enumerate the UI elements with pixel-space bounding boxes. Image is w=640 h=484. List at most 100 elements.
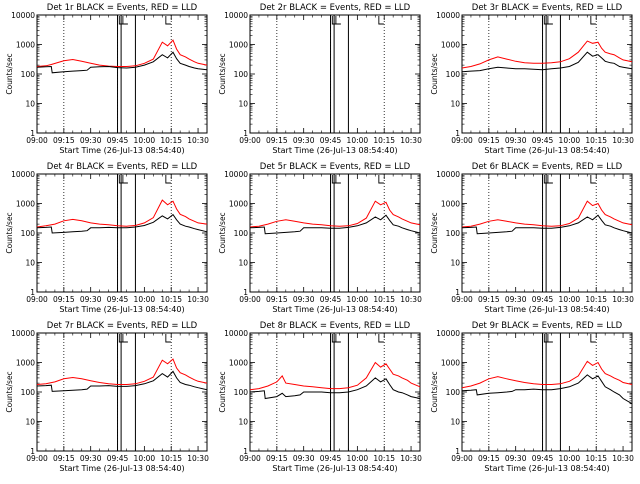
x-axis-label: Start Time (26-Jul-13 08:54:40) — [272, 146, 397, 155]
y-tick-label: 1000 — [16, 41, 35, 50]
x-tick-label: 09:15 — [53, 136, 75, 145]
y-axis-label: Counts/sec — [5, 371, 14, 412]
plot-title: Det 6r BLACK = Events, RED = LLD — [472, 162, 623, 172]
x-tick-label: 10:00 — [559, 295, 581, 304]
y-axis-label: Counts/sec — [430, 53, 439, 94]
y-tick-label: 1 — [30, 447, 35, 456]
x-tick-label: 09:00 — [451, 136, 473, 145]
lld-series-line — [36, 199, 208, 228]
y-axis-label: Counts/sec — [430, 212, 439, 253]
detector-plot-6: Det 6r BLACK = Events, RED = LLD 1 10 100 10… — [430, 162, 634, 314]
y-tick-label: 10000 — [224, 170, 248, 179]
x-tick-label: 09:15 — [266, 454, 288, 463]
x-tick-label: 09:30 — [505, 454, 527, 463]
x-tick-label: 10:30 — [612, 295, 634, 304]
lld-series-line — [461, 40, 633, 69]
detector-plot-8: Det 8r BLACK = Events, RED = LLD 1 10 100 10… — [218, 321, 422, 473]
x-tick-label: 09:00 — [26, 454, 48, 463]
plot-frame — [249, 332, 421, 452]
y-axis-label: Counts/sec — [430, 371, 439, 412]
y-tick-label: 1000 — [441, 359, 460, 368]
x-tick-label: 09:30 — [80, 136, 102, 145]
x-tick-label: 09:45 — [107, 295, 129, 304]
detector-plot-4: Det 4r BLACK = Events, RED = LLD 1 10 100 10… — [5, 162, 209, 314]
plot-frame — [461, 332, 633, 452]
x-tick-label: 09:15 — [478, 136, 500, 145]
plot-title: Det 9r BLACK = Events, RED = LLD — [472, 321, 623, 331]
plot-title: Det 3r BLACK = Events, RED = LLD — [472, 3, 623, 13]
x-tick-label: 09:45 — [320, 136, 342, 145]
lld-series-line — [249, 200, 421, 228]
plot-frame — [36, 173, 208, 293]
x-axis-label: Start Time (26-Jul-13 08:54:40) — [484, 146, 609, 155]
x-axis-label: Start Time (26-Jul-13 08:54:40) — [59, 305, 184, 314]
y-tick-label: 10 — [25, 100, 35, 109]
flag-marker — [547, 16, 553, 25]
flag-marker — [543, 334, 550, 343]
y-axis-label: Counts/sec — [5, 212, 14, 253]
detector-plot-3: Det 3r BLACK = Events, RED = LLD 1 10 100 10… — [430, 3, 634, 155]
y-tick-label: 10000 — [11, 11, 35, 20]
y-tick-label: 10 — [450, 100, 460, 109]
y-tick-label: 100 — [21, 229, 36, 238]
flag-marker — [118, 334, 125, 343]
x-tick-label: 10:00 — [559, 454, 581, 463]
plot-title: Det 2r BLACK = Events, RED = LLD — [260, 3, 411, 13]
lld-series-line — [461, 200, 633, 228]
x-tick-label: 09:30 — [505, 295, 527, 304]
x-tick-label: 09:45 — [320, 295, 342, 304]
y-tick-label: 10 — [238, 100, 248, 109]
x-axis-label: Start Time (26-Jul-13 08:54:40) — [484, 305, 609, 314]
y-tick-label: 10000 — [436, 329, 460, 338]
y-tick-label: 100 — [446, 388, 461, 397]
flag-marker — [543, 175, 550, 184]
lld-series-line — [249, 361, 421, 391]
y-tick-label: 1000 — [16, 359, 35, 368]
y-tick-label: 10000 — [11, 170, 35, 179]
y-tick-label: 10000 — [224, 329, 248, 338]
y-tick-label: 1000 — [229, 41, 248, 50]
y-tick-label: 100 — [234, 388, 249, 397]
x-tick-label: 09:15 — [266, 295, 288, 304]
plot-frame — [36, 332, 208, 452]
flag-marker — [122, 334, 128, 343]
y-tick-label: 1000 — [441, 200, 460, 209]
y-tick-label: 100 — [234, 229, 249, 238]
x-tick-label: 09:30 — [505, 136, 527, 145]
y-tick-label: 1 — [455, 447, 460, 456]
plot-frame — [461, 14, 633, 134]
flag-marker — [590, 334, 596, 343]
x-tick-label: 09:15 — [53, 454, 75, 463]
flag-marker — [331, 334, 338, 343]
x-tick-label: 10:15 — [160, 136, 182, 145]
x-tick-label: 10:15 — [585, 295, 607, 304]
x-tick-label: 10:30 — [612, 136, 634, 145]
x-tick-label: 09:45 — [107, 454, 129, 463]
y-tick-label: 10000 — [436, 170, 460, 179]
y-tick-label: 1 — [30, 129, 35, 138]
x-tick-label: 10:00 — [134, 454, 156, 463]
events-series-line — [36, 51, 208, 74]
x-tick-label: 09:30 — [293, 454, 315, 463]
detector-plot-1: Det 1r BLACK = Events, RED = LLD 1 10 100 10… — [5, 3, 209, 155]
x-tick-label: 09:30 — [80, 454, 102, 463]
x-tick-label: 09:45 — [532, 295, 554, 304]
y-tick-label: 10 — [238, 259, 248, 268]
x-tick-label: 09:15 — [478, 295, 500, 304]
y-tick-label: 1 — [243, 447, 248, 456]
x-tick-label: 09:45 — [107, 136, 129, 145]
plot-title: Det 7r BLACK = Events, RED = LLD — [47, 321, 198, 331]
x-tick-label: 09:15 — [266, 136, 288, 145]
events-series-line — [249, 377, 421, 400]
x-tick-label: 09:45 — [532, 454, 554, 463]
x-tick-label: 10:30 — [400, 295, 422, 304]
x-tick-label: 10:30 — [400, 136, 422, 145]
flag-marker — [590, 175, 596, 184]
x-tick-label: 10:00 — [347, 136, 369, 145]
events-series-line — [36, 370, 208, 392]
y-tick-label: 100 — [446, 70, 461, 79]
x-axis-label: Start Time (26-Jul-13 08:54:40) — [272, 305, 397, 314]
plot-title: Det 1r BLACK = Events, RED = LLD — [47, 3, 198, 13]
y-tick-label: 10 — [450, 259, 460, 268]
